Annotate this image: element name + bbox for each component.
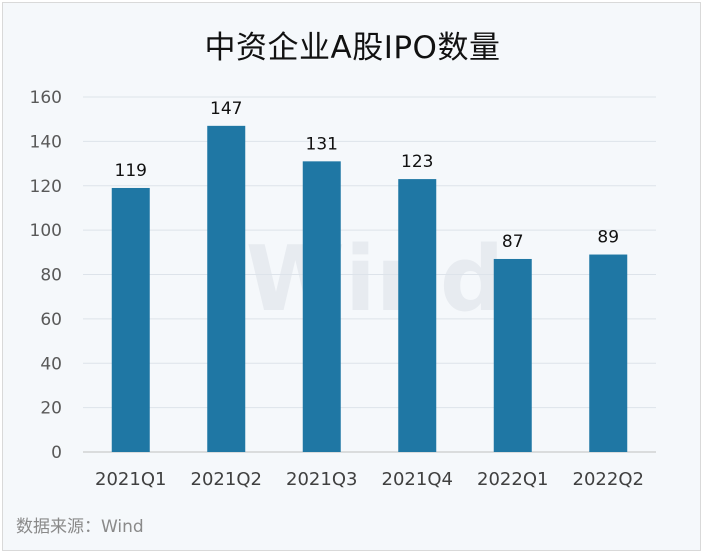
data-label: 147 [210, 99, 242, 119]
y-tick-label: 80 [40, 266, 62, 286]
y-tick-label: 100 [30, 221, 62, 241]
watermark: Wind [246, 227, 505, 332]
y-tick-label: 20 [40, 399, 62, 419]
bar [493, 258, 532, 452]
x-tick-label: 2022Q1 [477, 469, 548, 490]
bar [302, 161, 341, 452]
x-tick-label: 2021Q2 [191, 469, 262, 490]
y-tick-label: 40 [40, 354, 62, 374]
y-tick-label: 160 [30, 88, 62, 108]
data-label: 123 [401, 152, 433, 172]
data-label: 131 [306, 134, 338, 154]
x-tick-label: 2021Q1 [95, 469, 166, 490]
data-label: 119 [115, 161, 147, 181]
y-tick-label: 120 [30, 177, 62, 197]
chart-title: 中资企业A股IPO数量 [204, 30, 501, 66]
source-note: 数据来源：Wind [16, 517, 144, 537]
bar [589, 254, 628, 452]
bar [207, 125, 246, 452]
x-tick-label: 2022Q2 [573, 469, 644, 490]
bar [111, 187, 150, 452]
x-tick-label: 2021Q3 [286, 469, 357, 490]
y-axis-ticks: 0 20 40 60 80 100 120 140 160 [30, 88, 62, 463]
bar [398, 179, 437, 452]
bars [111, 125, 628, 452]
data-label: 89 [597, 228, 619, 248]
y-tick-label: 0 [51, 443, 62, 463]
x-axis-ticks: 2021Q1 2021Q2 2021Q3 2021Q4 2022Q1 2022Q2 [95, 469, 644, 490]
x-tick-label: 2021Q4 [382, 469, 453, 490]
y-tick-label: 60 [40, 310, 62, 330]
y-tick-label: 140 [30, 132, 62, 152]
gridlines [83, 96, 656, 453]
data-labels: 119 147 131 123 87 89 [115, 99, 620, 252]
data-label: 87 [502, 232, 524, 252]
